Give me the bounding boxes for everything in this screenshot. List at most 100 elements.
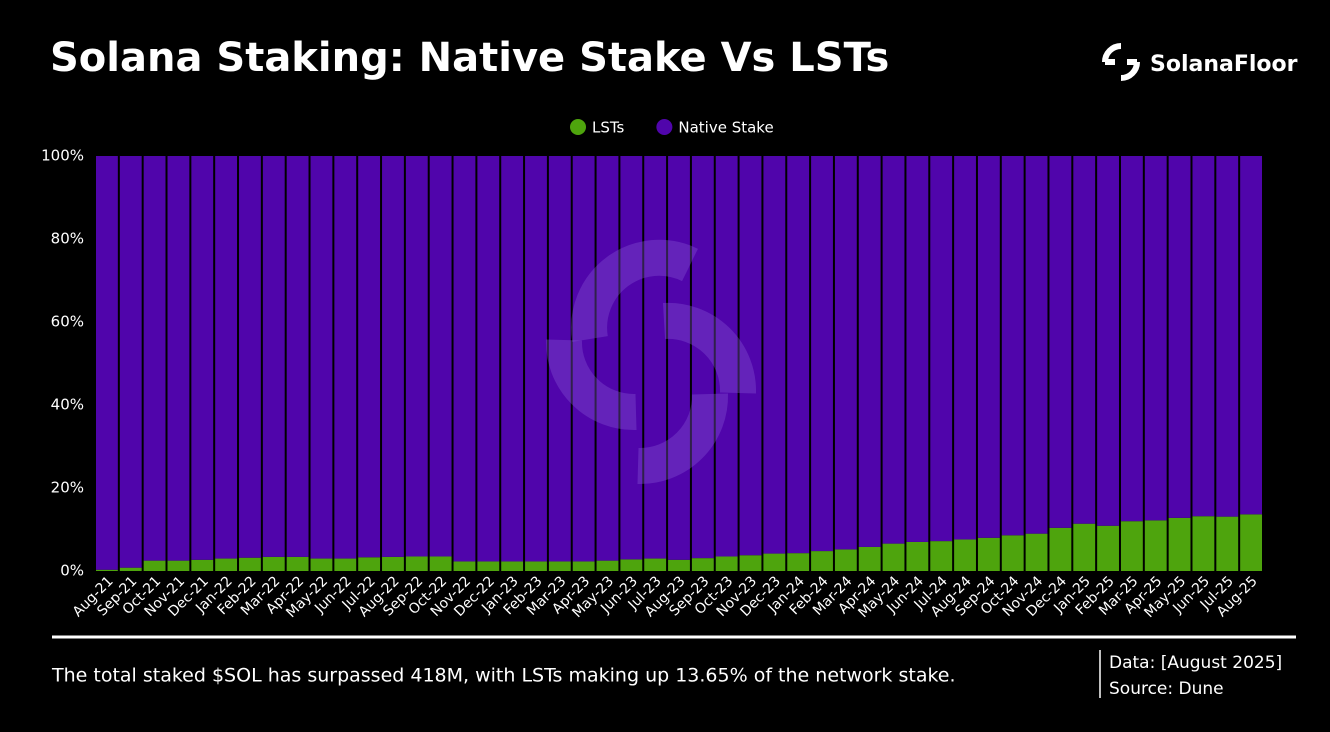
bar-segment	[787, 156, 810, 554]
bar-segment	[620, 156, 643, 560]
bar-segment	[596, 156, 619, 561]
bar-segment	[1168, 517, 1191, 571]
bar-segment	[1192, 156, 1215, 517]
bar-segment	[691, 558, 714, 571]
bar-segment	[96, 156, 118, 570]
bar-segment	[668, 156, 690, 560]
bar-segment	[977, 156, 1000, 538]
bar-segment	[548, 561, 571, 571]
bar-segment	[215, 558, 238, 571]
bar-segment	[1240, 514, 1262, 571]
bar-segment	[1001, 156, 1024, 536]
bar-segment	[358, 557, 381, 571]
bar-segment	[1073, 523, 1096, 571]
bar-segment	[1120, 521, 1143, 571]
bar-segment	[1216, 156, 1239, 517]
bar-segment	[239, 557, 261, 571]
bar-segment	[811, 551, 833, 571]
bar-segment	[1073, 156, 1096, 524]
bar-segment	[906, 156, 929, 542]
bar-segment	[239, 156, 261, 558]
bar-segment	[930, 156, 953, 542]
bar-segment	[96, 569, 118, 571]
bar-segment	[1144, 520, 1167, 571]
bar-segment	[1216, 516, 1239, 571]
bar-segment	[668, 559, 690, 571]
bar-segment	[834, 549, 857, 571]
bar-segment	[382, 156, 404, 557]
bar-segment	[215, 156, 238, 559]
chart-title: Solana Staking: Native Stake Vs LSTs	[50, 35, 889, 81]
bar-segment	[691, 156, 714, 559]
y-tick-label: 0%	[60, 562, 84, 580]
bar-segment	[262, 556, 285, 571]
bar-segment	[1049, 156, 1072, 528]
legend-marker	[656, 119, 673, 135]
bar-segment	[358, 156, 381, 558]
bar-segment	[811, 156, 833, 552]
bar-segment	[596, 560, 619, 571]
brand-name: SolanaFloor	[1150, 52, 1298, 77]
bar-segment	[834, 156, 857, 550]
bar-segment	[143, 560, 166, 571]
brand-logo	[1102, 43, 1140, 81]
legend-label: Native Stake	[678, 119, 773, 137]
y-tick-label: 60%	[51, 313, 84, 331]
bar-segment	[286, 556, 309, 571]
bar-segment	[167, 156, 190, 561]
bar-segment	[453, 561, 476, 571]
bar-segment	[572, 561, 595, 571]
bar-segment	[501, 561, 524, 571]
bar-segment	[310, 558, 333, 571]
bar-segment	[787, 553, 810, 571]
bar-segment	[715, 556, 738, 571]
bar-segment	[1001, 535, 1024, 571]
bar-segment	[882, 156, 905, 544]
bar-segment	[644, 156, 667, 559]
y-tick-label: 20%	[51, 479, 84, 497]
bar-segment	[620, 559, 643, 571]
bar-segment	[1049, 527, 1072, 571]
bar-segment	[644, 558, 667, 571]
bar-segment	[858, 546, 881, 571]
data-note: Data: [August 2025]	[1109, 653, 1282, 673]
bar-segment	[477, 156, 500, 562]
y-tick-label: 40%	[51, 396, 84, 414]
bar-segment	[429, 556, 452, 571]
bar-segment	[1240, 156, 1262, 515]
caption: The total staked $SOL has surpassed 418M…	[51, 665, 956, 687]
bar-segment	[525, 156, 547, 562]
bar-segment	[501, 156, 524, 562]
bar-segment	[310, 156, 333, 559]
bar-segment	[1025, 533, 1048, 571]
legend-label: LSTs	[592, 119, 625, 137]
bar-segment	[739, 156, 762, 556]
bar-segment	[954, 539, 976, 571]
bar-segment	[763, 553, 786, 571]
bar-segment	[739, 555, 762, 571]
bar-segment	[191, 559, 214, 571]
bar-segment	[429, 156, 452, 557]
bar-segment	[930, 541, 953, 571]
bar-segment	[405, 156, 428, 557]
bar-segment	[262, 156, 285, 557]
bar-segment	[882, 543, 905, 571]
bar-segment	[382, 556, 404, 571]
legend-marker	[570, 119, 586, 135]
bar-segment	[334, 558, 357, 571]
bar-segment	[286, 156, 309, 557]
bar-segment	[954, 156, 976, 540]
bar-segment	[977, 537, 1000, 571]
bar-segment	[1025, 156, 1048, 534]
bar-segment	[1168, 156, 1191, 518]
y-tick-label: 100%	[41, 147, 84, 165]
bar-segment	[763, 156, 786, 554]
plot: 0%20%40%60%80%100%Aug-21Sep-21Oct-21Nov-…	[41, 119, 1262, 621]
bar-segment	[525, 561, 547, 571]
bar-segment	[405, 556, 428, 571]
bar-segment	[906, 541, 929, 571]
bar-segment	[119, 156, 142, 568]
bar-segment	[1097, 156, 1119, 526]
bar-segment	[572, 156, 595, 562]
